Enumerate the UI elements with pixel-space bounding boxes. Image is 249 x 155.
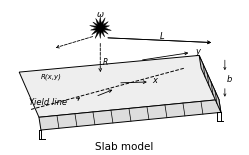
Text: b: b <box>227 75 232 84</box>
Polygon shape <box>39 100 221 130</box>
Text: Yield line: Yield line <box>29 98 67 107</box>
Text: y: y <box>195 47 200 56</box>
Polygon shape <box>19 55 219 117</box>
Polygon shape <box>90 17 111 39</box>
Text: Slab model: Slab model <box>95 142 153 152</box>
Text: x: x <box>153 76 158 85</box>
Text: ω: ω <box>97 10 104 19</box>
Text: R: R <box>103 58 109 67</box>
Text: R(x,y): R(x,y) <box>41 74 62 80</box>
Text: L: L <box>160 32 165 41</box>
Polygon shape <box>199 55 221 112</box>
